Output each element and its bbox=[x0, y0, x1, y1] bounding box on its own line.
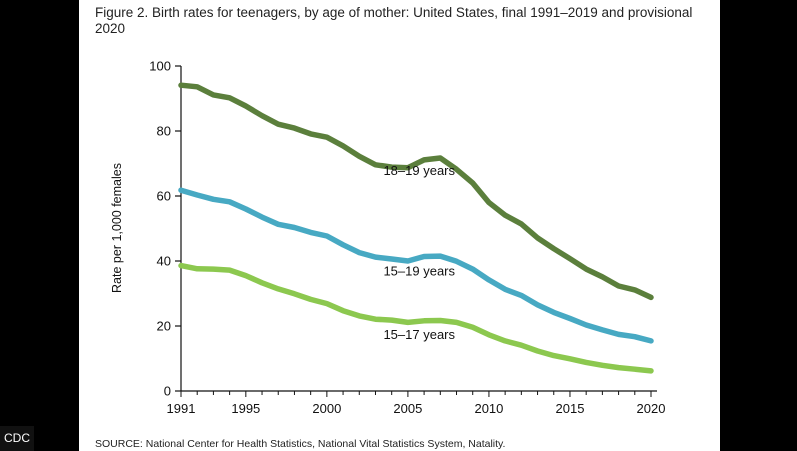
source-note: SOURCE: National Center for Health Stati… bbox=[95, 438, 506, 450]
series-lines bbox=[178, 82, 654, 374]
chart-axes bbox=[175, 65, 657, 397]
x-tick-label: 2015 bbox=[556, 401, 585, 416]
series-label: 15–17 years bbox=[383, 327, 455, 342]
y-axis-label: Rate per 1,000 females bbox=[110, 163, 124, 293]
x-tick-label: 2000 bbox=[312, 401, 341, 416]
y-tick-label: 0 bbox=[164, 384, 171, 399]
chart-title: Figure 2. Birth rates for teenagers, by … bbox=[95, 5, 693, 36]
y-tick-label: 20 bbox=[157, 319, 171, 334]
source-badge: CDC bbox=[0, 426, 34, 451]
x-tick-label: 1991 bbox=[167, 401, 196, 416]
y-tick-label: 60 bbox=[157, 189, 171, 204]
tick-labels: 0 20 40 60 80 100 1991 1995 2000 2005 2010 2015 2020 bbox=[149, 59, 665, 417]
x-tick-label: 2020 bbox=[637, 401, 666, 416]
series-label: 18–19 years bbox=[383, 163, 455, 178]
x-tick-label: 1995 bbox=[231, 401, 260, 416]
y-tick-label: 100 bbox=[149, 59, 171, 74]
y-tick-label: 80 bbox=[157, 124, 171, 139]
series-line-1 bbox=[178, 82, 654, 301]
y-tick-label: 40 bbox=[157, 254, 171, 269]
x-tick-label: 2005 bbox=[393, 401, 422, 416]
series-label: 15–19 years bbox=[383, 263, 455, 278]
line-chart: 0 20 40 60 80 100 1991 1995 2000 2005 2010 2015 2020… bbox=[110, 59, 665, 417]
series-line-3 bbox=[178, 262, 654, 374]
series-line-2 bbox=[178, 187, 654, 344]
series-labels: 18–19 years 15–19 years 15–17 years bbox=[383, 163, 455, 342]
figure-panel: Figure 2. Birth rates for teenagers, by … bbox=[79, 0, 720, 451]
x-tick-label: 2010 bbox=[474, 401, 503, 416]
